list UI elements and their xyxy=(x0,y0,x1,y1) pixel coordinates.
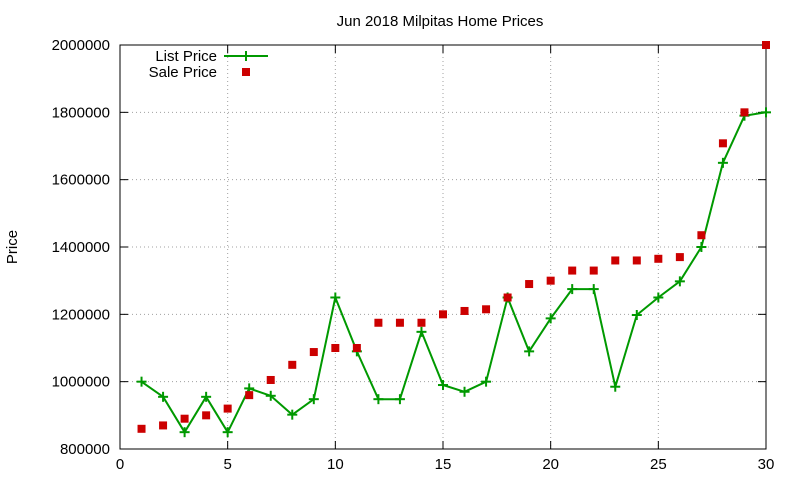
list-price-point xyxy=(524,346,535,357)
sale-price-point xyxy=(460,306,469,315)
list-price-point xyxy=(696,242,707,252)
list-price-point xyxy=(394,394,405,405)
sale-price-point xyxy=(352,344,361,352)
plot-area-border xyxy=(119,44,767,450)
list-price-point xyxy=(416,326,427,337)
list-price-point xyxy=(179,427,190,438)
sale-price-point xyxy=(180,414,189,423)
x-tick-label: 0 xyxy=(116,456,124,473)
chart-title: Jun 2018 Milpitas Home Prices xyxy=(337,13,544,30)
list-price-point xyxy=(631,310,642,321)
y-tick-label: 1200000 xyxy=(52,306,110,323)
list-price-point xyxy=(610,381,621,392)
x-tick-label: 20 xyxy=(542,456,559,473)
sale-price-point xyxy=(740,108,749,117)
sale-price-point xyxy=(159,421,168,430)
x-tick-label: 30 xyxy=(758,456,775,473)
list-price-point xyxy=(481,376,492,387)
list-price-point xyxy=(438,380,448,391)
list-price-point xyxy=(674,276,685,287)
list-price-point xyxy=(545,313,556,324)
sale-price-point xyxy=(223,404,232,413)
list-price-point xyxy=(158,391,169,402)
list-price-point xyxy=(717,157,728,168)
sale-price-point xyxy=(288,360,297,369)
list-price-point xyxy=(222,427,233,438)
list-price-point xyxy=(653,292,664,303)
sale-price-point xyxy=(546,276,555,285)
sale-price-point xyxy=(611,256,620,265)
y-tick-label: 1000000 xyxy=(52,374,110,391)
list-price-point xyxy=(136,376,147,387)
legend-label-list-price: List Price xyxy=(155,48,217,65)
sale-price-point xyxy=(654,254,663,263)
legend-marker-sale-price xyxy=(242,68,250,76)
sale-price-point xyxy=(417,318,426,327)
sale-price-point xyxy=(675,253,684,262)
sale-price-point xyxy=(245,391,254,400)
sale-price-point xyxy=(202,411,211,420)
legend-marker-list-price xyxy=(241,51,251,61)
sale-price-point xyxy=(395,318,404,327)
list-price-point xyxy=(761,107,771,118)
list-price-point xyxy=(567,284,578,295)
y-tick-label: 1800000 xyxy=(52,104,110,121)
list-price-point xyxy=(373,394,384,405)
sale-price-point xyxy=(439,310,447,319)
list-price-point xyxy=(330,292,341,303)
sale-price-point xyxy=(589,266,598,275)
list-price-point xyxy=(308,394,319,405)
legend: List Price Sale Price xyxy=(149,48,268,81)
list-price-point xyxy=(459,386,470,397)
sale-price-point xyxy=(632,256,641,265)
y-tick-label: 2000000 xyxy=(52,37,110,54)
x-tick-label: 25 xyxy=(650,456,667,473)
x-tick-label: 15 xyxy=(435,456,452,473)
legend-label-sale-price: Sale Price xyxy=(149,64,217,81)
sale-price-point xyxy=(697,231,706,240)
y-tick-label: 1400000 xyxy=(52,239,110,256)
sale-price-point xyxy=(331,344,340,352)
sale-price-point xyxy=(309,348,318,357)
series-layer xyxy=(136,41,771,438)
list-price-point xyxy=(265,390,276,401)
sale-price-point xyxy=(762,41,770,49)
list-price-point xyxy=(201,391,212,402)
sale-price-point xyxy=(482,305,491,314)
sale-price-point xyxy=(718,139,727,148)
axis-ticks: 800000 1000000 1200000 1400000 1600000 180000… xyxy=(52,37,775,473)
sale-price-point xyxy=(503,293,512,302)
x-tick-label: 5 xyxy=(223,456,231,473)
list-price-point xyxy=(588,284,599,295)
sale-price-point xyxy=(525,280,534,289)
sale-price-point xyxy=(266,375,275,384)
y-tick-label: 800000 xyxy=(60,441,110,458)
sale-price-point xyxy=(374,318,383,327)
sale-price-point xyxy=(137,424,146,433)
x-tick-label: 10 xyxy=(327,456,344,473)
y-tick-label: 1600000 xyxy=(52,172,110,189)
list-price-point xyxy=(287,409,298,420)
sale-price-point xyxy=(568,266,577,275)
y-axis-label: Price xyxy=(4,230,21,264)
list-price-line xyxy=(140,111,767,434)
